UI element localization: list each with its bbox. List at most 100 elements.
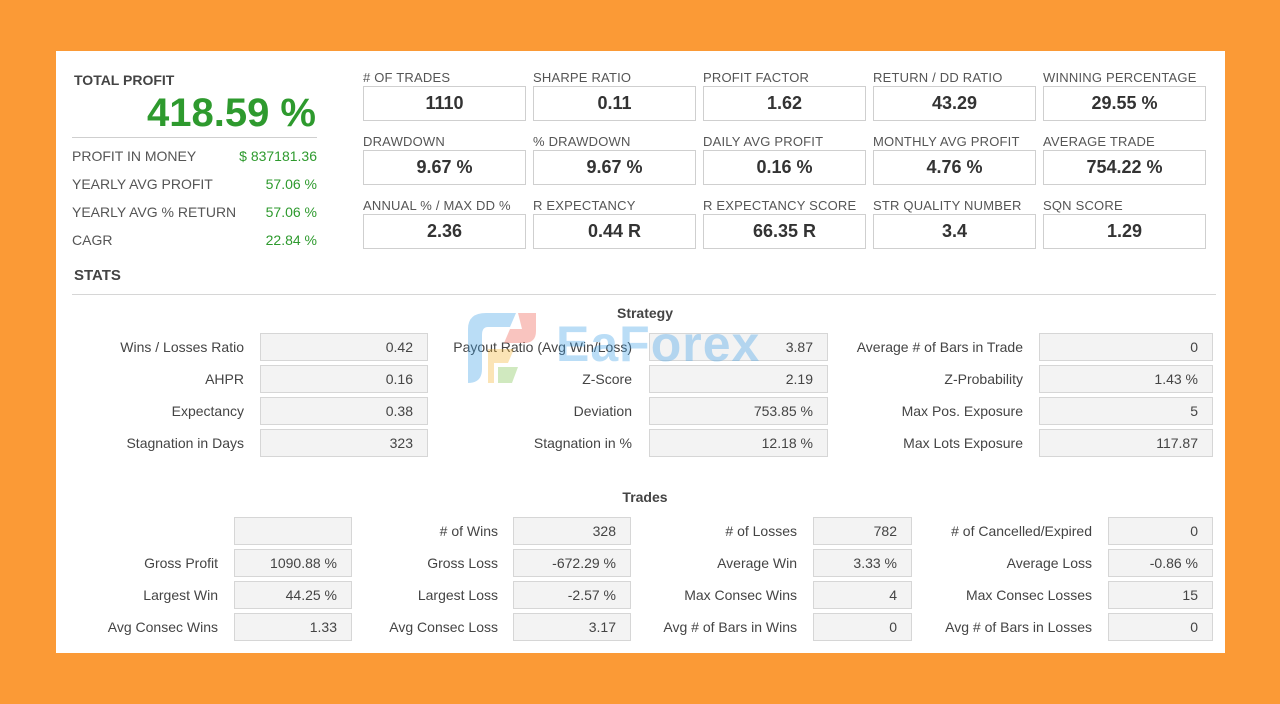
- profit-in-money-row: PROFIT IN MONEY $ 837181.36: [72, 148, 317, 168]
- stat-value: 0: [1108, 517, 1213, 545]
- kpi-monthly-avg-profit: MONTHLY AVG PROFIT 4.76 %: [873, 134, 1037, 185]
- stat-value: 3.17: [513, 613, 631, 641]
- stat-value: 753.85 %: [649, 397, 828, 425]
- stat-label: Deviation: [573, 403, 632, 419]
- row-value: 22.84 %: [265, 232, 317, 248]
- stat-value: 5: [1039, 397, 1213, 425]
- stat-label: Average # of Bars in Trade: [856, 339, 1023, 355]
- stat-label: Wins / Losses Ratio: [120, 339, 244, 355]
- stat-label: Avg Consec Wins: [107, 619, 218, 635]
- kpi-label: SHARPE RATIO: [533, 70, 632, 85]
- stat-value: 0.16: [260, 365, 428, 393]
- total-profit-title: TOTAL PROFIT: [74, 72, 175, 88]
- kpi-label: STR QUALITY NUMBER: [873, 198, 1022, 213]
- stat-value: 15: [1108, 581, 1213, 609]
- stat-value: 323: [260, 429, 428, 457]
- kpi-r-expectancy-score: R EXPECTANCY SCORE 66.35 R: [703, 198, 867, 249]
- kpi-sharpe-ratio: SHARPE RATIO 0.11: [533, 70, 697, 121]
- stat-value: 0: [1108, 613, 1213, 641]
- stat-label: Max Consec Wins: [684, 587, 797, 603]
- kpi-label: DAILY AVG PROFIT: [703, 134, 824, 149]
- kpi-number-of-trades: # OF TRADES 1110: [363, 70, 527, 121]
- kpi-value: 754.22 %: [1043, 150, 1206, 185]
- kpi-value: 1.62: [703, 86, 866, 121]
- kpi-value: 9.67 %: [363, 150, 526, 185]
- row-value: 57.06 %: [265, 176, 317, 192]
- kpi-value: 0.44 R: [533, 214, 696, 249]
- stat-value: 4: [813, 581, 912, 609]
- stat-label: Largest Win: [143, 587, 218, 603]
- stat-value: 1.43 %: [1039, 365, 1213, 393]
- kpi-profit-factor: PROFIT FACTOR 1.62: [703, 70, 867, 121]
- stat-label: Max Pos. Exposure: [901, 403, 1023, 419]
- stat-value: 0: [813, 613, 912, 641]
- stat-label: Z-Probability: [944, 371, 1023, 387]
- stat-value: 117.87: [1039, 429, 1213, 457]
- stat-label: Expectancy: [171, 403, 244, 419]
- kpi-label: R EXPECTANCY: [533, 198, 636, 213]
- stat-label: Stagnation in %: [533, 435, 632, 451]
- stat-value: 328: [513, 517, 631, 545]
- kpi-value: 43.29: [873, 86, 1036, 121]
- kpi-label: DRAWDOWN: [363, 134, 445, 149]
- stat-value: 3.87: [649, 333, 828, 361]
- report-panel: TOTAL PROFIT 418.59 % PROFIT IN MONEY $ …: [56, 51, 1225, 653]
- kpi-percent-drawdown: % DRAWDOWN 9.67 %: [533, 134, 697, 185]
- kpi-return-dd-ratio: RETURN / DD RATIO 43.29: [873, 70, 1037, 121]
- stat-label: Avg # of Bars in Wins: [663, 619, 797, 635]
- stat-value: 0.42: [260, 333, 428, 361]
- stat-value: 1.33: [234, 613, 352, 641]
- row-label: YEARLY AVG % RETURN: [72, 204, 237, 220]
- kpi-r-expectancy: R EXPECTANCY 0.44 R: [533, 198, 697, 249]
- kpi-value: 0.11: [533, 86, 696, 121]
- strategy-heading: Strategy: [616, 305, 674, 321]
- kpi-annual-max-dd: ANNUAL % / MAX DD % 2.36: [363, 198, 527, 249]
- kpi-label: WINNING PERCENTAGE: [1043, 70, 1197, 85]
- stats-heading: STATS: [74, 267, 121, 284]
- stat-label: # of Losses: [725, 523, 797, 539]
- kpi-average-trade: AVERAGE TRADE 754.22 %: [1043, 134, 1207, 185]
- row-label: YEARLY AVG PROFIT: [72, 176, 213, 192]
- stat-label: # of Wins: [439, 523, 498, 539]
- stat-value: 2.19: [649, 365, 828, 393]
- stat-label: Z-Score: [582, 371, 632, 387]
- kpi-value: 0.16 %: [703, 150, 866, 185]
- kpi-value: 3.4: [873, 214, 1036, 249]
- stat-label: Gross Loss: [427, 555, 498, 571]
- trades-heading: Trades: [622, 489, 668, 505]
- stat-value: -672.29 %: [513, 549, 631, 577]
- stat-value: 0.38: [260, 397, 428, 425]
- stat-label: Max Consec Losses: [965, 587, 1092, 603]
- divider: [72, 294, 1216, 295]
- stat-value: -2.57 %: [513, 581, 631, 609]
- stat-value: 0: [1039, 333, 1213, 361]
- kpi-label: SQN SCORE: [1043, 198, 1123, 213]
- stat-value: 782: [813, 517, 912, 545]
- stat-label: Avg Consec Loss: [389, 619, 498, 635]
- stat-label: AHPR: [205, 371, 244, 387]
- kpi-winning-percentage: WINNING PERCENTAGE 29.55 %: [1043, 70, 1207, 121]
- stat-label: Max Lots Exposure: [903, 435, 1023, 451]
- kpi-label: R EXPECTANCY SCORE: [703, 198, 857, 213]
- stat-value: 12.18 %: [649, 429, 828, 457]
- divider: [72, 137, 317, 138]
- kpi-sqn-score: SQN SCORE 1.29: [1043, 198, 1207, 249]
- stat-label: Average Loss: [1006, 555, 1092, 571]
- stat-label: # of Cancelled/Expired: [951, 523, 1092, 539]
- stat-label: Gross Profit: [144, 555, 218, 571]
- kpi-value: 1110: [363, 86, 526, 121]
- kpi-label: # OF TRADES: [363, 70, 451, 85]
- stat-label: Stagnation in Days: [126, 435, 244, 451]
- kpi-str-quality-number: STR QUALITY NUMBER 3.4: [873, 198, 1037, 249]
- stat-value: -0.86 %: [1108, 549, 1213, 577]
- kpi-label: % DRAWDOWN: [533, 134, 631, 149]
- kpi-drawdown: DRAWDOWN 9.67 %: [363, 134, 527, 185]
- stat-value: [234, 517, 352, 545]
- kpi-label: ANNUAL % / MAX DD %: [363, 198, 511, 213]
- stat-value: 44.25 %: [234, 581, 352, 609]
- kpi-label: AVERAGE TRADE: [1043, 134, 1155, 149]
- kpi-value: 2.36: [363, 214, 526, 249]
- yearly-avg-profit-row: YEARLY AVG PROFIT 57.06 %: [72, 176, 317, 196]
- stat-label: Average Win: [717, 555, 797, 571]
- kpi-value: 66.35 R: [703, 214, 866, 249]
